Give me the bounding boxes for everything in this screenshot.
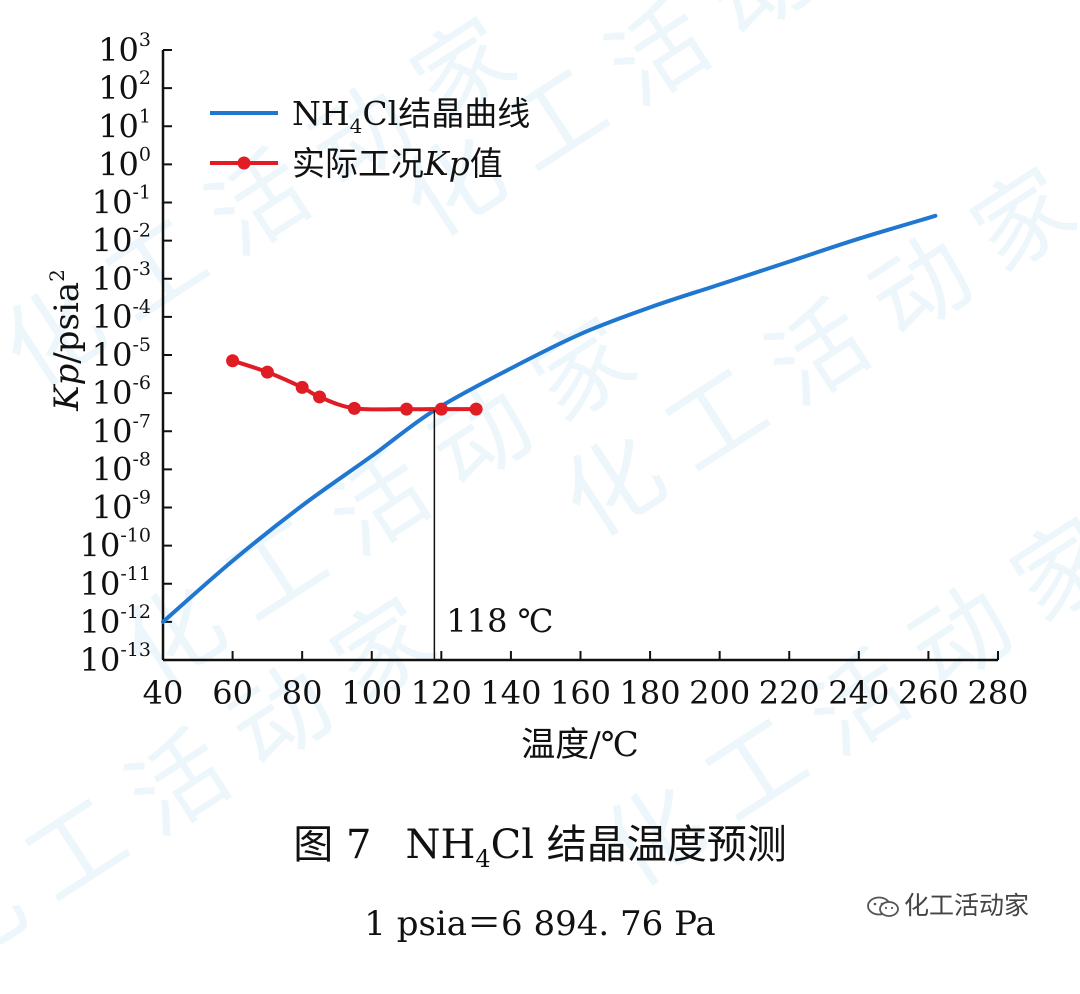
- y-tick-label: 10-2: [92, 220, 151, 260]
- axes: [161, 50, 998, 662]
- x-tick-label: 200: [689, 674, 750, 712]
- y-tick-label: 10-11: [80, 563, 151, 603]
- y-axis-label: Kp/psia2: [45, 269, 87, 412]
- x-tick-label: 120: [411, 674, 472, 712]
- data-point-marker: [313, 390, 327, 404]
- x-ticks: 40 60 80 100 120 140 160 180 200 220 240 260 280: [143, 651, 1029, 712]
- x-tick-label: 160: [550, 674, 611, 712]
- y-tick-label: 10-5: [92, 334, 151, 374]
- y-tick-label: 100: [98, 143, 151, 183]
- data-point-marker: [226, 354, 240, 368]
- legend-entry-crystallization-curve: NH4Cl结晶曲线: [210, 94, 530, 138]
- y-axis-label-symbol: Kp: [47, 364, 87, 412]
- y-tick-label: 10-1: [92, 182, 151, 222]
- y-tick-label: 10-9: [92, 487, 151, 527]
- x-tick-label: 220: [759, 674, 820, 712]
- y-tick-label: 10-13: [80, 639, 151, 679]
- annotation-label: 118 ℃: [446, 602, 553, 640]
- y-tick-label: 10-3: [92, 258, 151, 298]
- x-tick-label: 180: [620, 674, 681, 712]
- data-point-marker: [469, 402, 483, 416]
- legend-label: 实际工况Kp值: [292, 144, 503, 183]
- y-tick-label: 103: [98, 29, 151, 69]
- y-tick-label: 102: [98, 67, 151, 107]
- figure-caption: 图 7 NH4Cl 结晶温度预测: [0, 812, 1080, 873]
- kp-temperature-chart: 40 60 80 100 120 140 160 180 200 220 240 260 280 103…: [45, 29, 1029, 765]
- y-tick-label: 10-10: [80, 525, 151, 565]
- annotation: 118 ℃: [433, 410, 553, 660]
- x-tick-label: 240: [828, 674, 889, 712]
- y-tick-label: 101: [98, 105, 151, 145]
- y-axis-label-exponent: 2: [45, 269, 69, 282]
- caption-title-sub: 4: [475, 845, 491, 873]
- x-tick-label: 260: [898, 674, 959, 712]
- series-line-crystallization-curve: [161, 213, 938, 624]
- legend: NH4Cl结晶曲线 实际工况Kp值: [210, 94, 530, 183]
- y-tick-label: 10-7: [92, 410, 151, 450]
- y-tick-label: 10-8: [92, 448, 151, 488]
- x-tick-label: 100: [341, 674, 402, 712]
- x-axis-label: 温度/℃: [521, 725, 639, 765]
- y-axis-label-unit: /psia: [47, 282, 87, 364]
- y-tick-label: 10-6: [92, 372, 151, 412]
- figure-number: 图 7: [293, 822, 372, 868]
- data-point-marker: [400, 402, 414, 416]
- caption-title-pre: NH: [405, 822, 476, 868]
- caption-title-post: Cl 结晶温度预测: [490, 822, 787, 868]
- account-logo: 化工活动家: [866, 886, 1029, 922]
- series-layer: [161, 213, 938, 624]
- x-tick-label: 40: [143, 674, 184, 712]
- y-tick-label: 10-12: [80, 601, 151, 641]
- x-tick-label: 140: [480, 674, 541, 712]
- unit-note: 1 psia＝6 894. 76 Pa: [364, 904, 716, 944]
- y-tick-label: 10-4: [92, 296, 151, 336]
- x-tick-label: 80: [282, 674, 323, 712]
- data-point-marker: [434, 402, 448, 416]
- data-point-marker: [260, 365, 274, 379]
- x-tick-label: 60: [212, 674, 253, 712]
- legend-swatch-marker: [237, 156, 251, 170]
- data-point-marker: [295, 380, 309, 394]
- legend-label: NH4Cl结晶曲线: [292, 94, 530, 138]
- x-tick-label: 280: [967, 674, 1028, 712]
- wechat-icon: [867, 896, 899, 917]
- legend-entry-actual-kp: 实际工况Kp值: [210, 144, 503, 183]
- y-ticks: 10310210110010-110-210-310-410-510-610-7…: [80, 29, 172, 679]
- data-point-marker: [347, 401, 361, 415]
- logo-text: 化工活动家: [904, 891, 1030, 920]
